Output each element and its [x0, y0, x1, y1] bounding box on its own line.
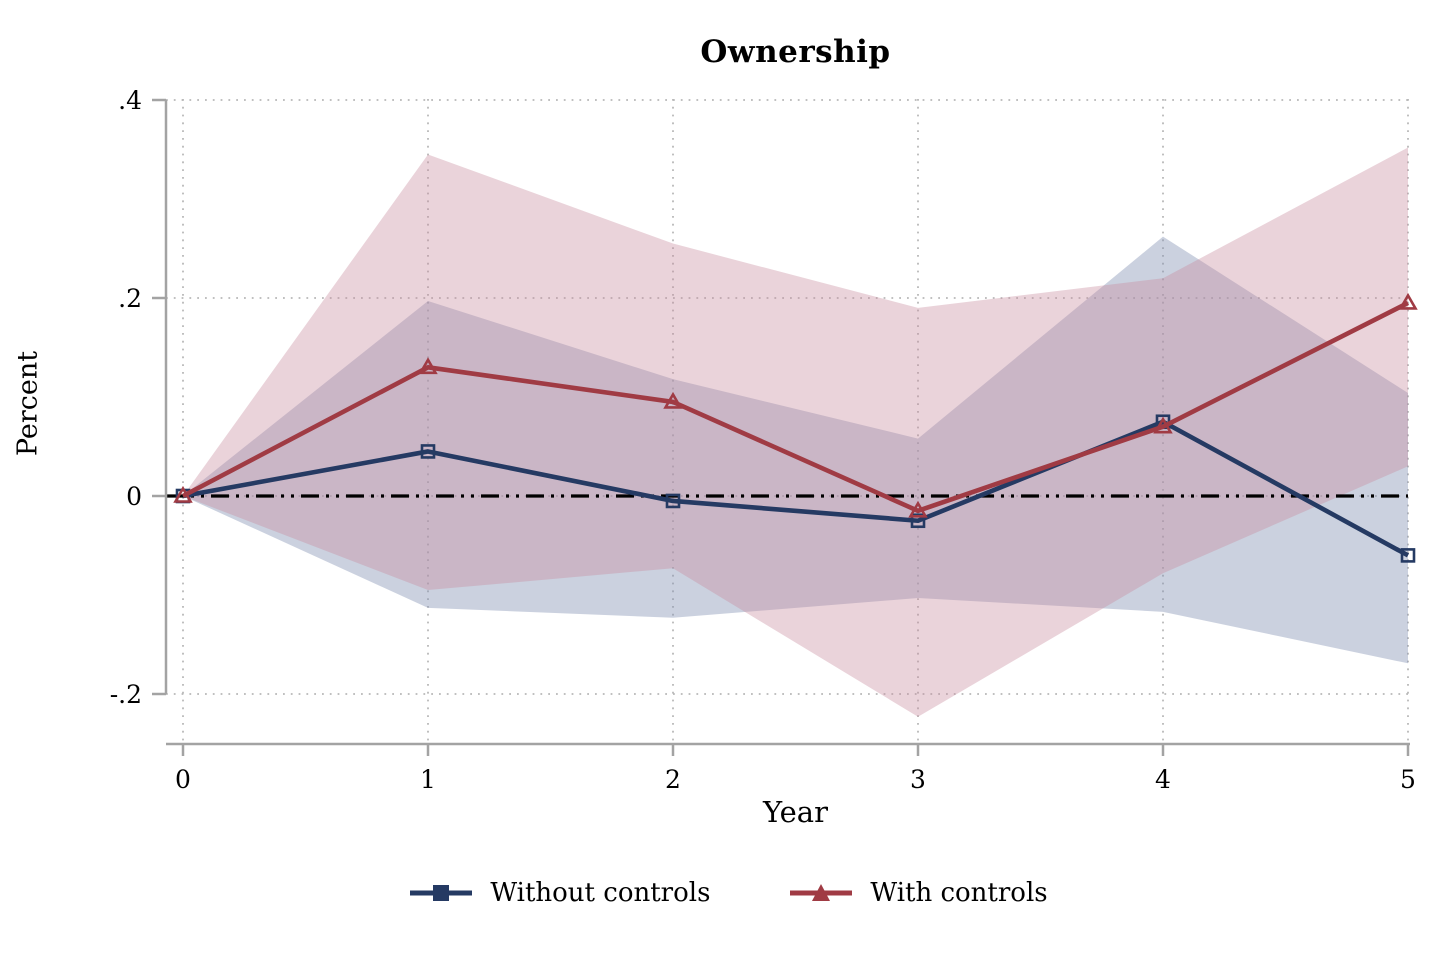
ci-band-square — [183, 236, 1408, 664]
marker-triangle — [418, 357, 438, 375]
legend-item-with-controls: With controls — [788, 878, 1048, 908]
y-tick-label: -.2 — [110, 680, 142, 709]
x-tick-label: 5 — [1400, 765, 1416, 794]
x-axis-label: Year — [763, 795, 828, 829]
legend-item-without-controls: Without controls — [408, 878, 710, 908]
series-line-triangle — [181, 300, 1410, 514]
legend-marker-triangle-icon — [790, 884, 853, 901]
y-tick-label: .4 — [118, 86, 142, 115]
chart-title: Ownership — [700, 34, 891, 70]
marker-triangle — [908, 500, 928, 518]
marker-square — [910, 513, 926, 529]
marker-triangle — [173, 485, 193, 503]
legend-label-without-controls: Without controls — [490, 878, 711, 908]
marker-square — [420, 444, 436, 459]
marker-triangle — [1398, 292, 1418, 310]
marker-square — [665, 493, 681, 509]
marker-square — [1400, 548, 1416, 563]
marker-triangle — [663, 391, 683, 409]
series-line-square — [182, 419, 1410, 558]
y-tick-label: .2 — [118, 284, 142, 313]
ci-band-triangle — [183, 147, 1408, 717]
legend-label-with-controls: With controls — [870, 878, 1048, 908]
legend: Without controls With controls — [0, 878, 1456, 908]
x-tick-label: 4 — [1155, 765, 1171, 794]
x-tick-label: 3 — [910, 765, 926, 794]
x-tick-label: 2 — [665, 765, 681, 794]
legend-marker-square-icon — [410, 885, 473, 901]
marker-triangle — [1153, 416, 1173, 434]
x-tick-label: 0 — [175, 765, 191, 794]
y-tick-label: 0 — [126, 482, 142, 511]
x-tick-label: 1 — [420, 765, 436, 794]
y-axis-label: Percent — [12, 350, 44, 457]
